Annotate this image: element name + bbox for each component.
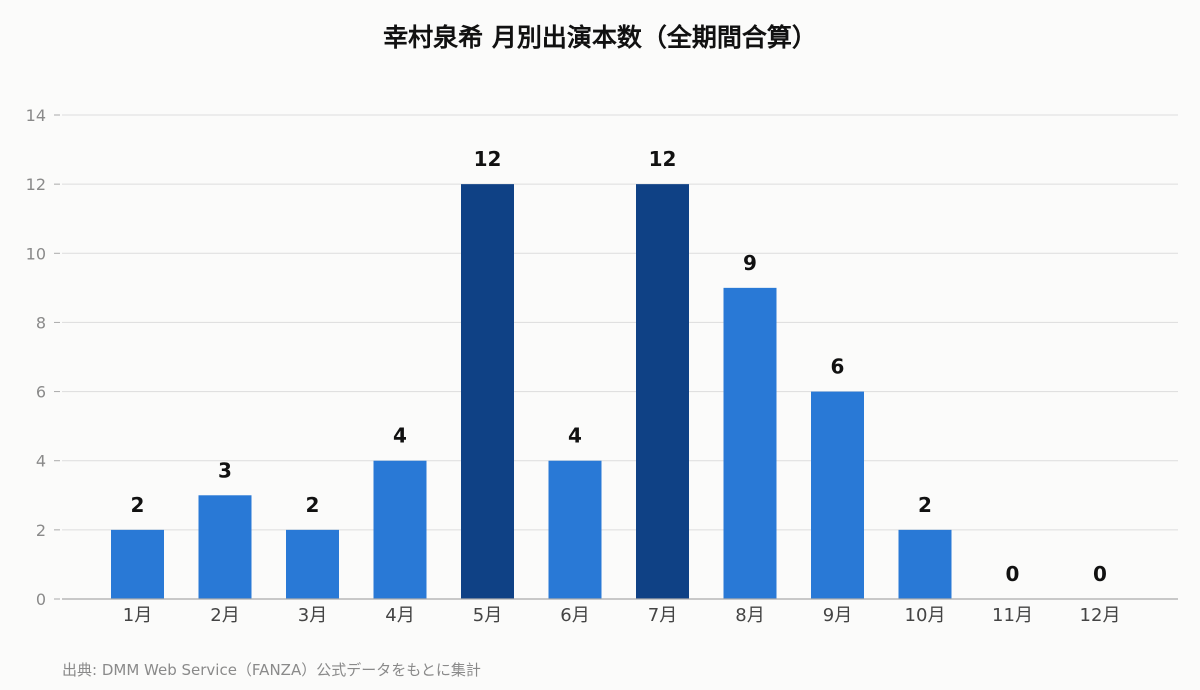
bar: [286, 529, 339, 599]
data-label: 9: [743, 251, 757, 275]
data-label: 3: [218, 458, 232, 482]
source-note: 出典: DMM Web Service（FANZA）公式データをもとに集計: [62, 661, 481, 679]
y-tick-label: 6: [36, 383, 46, 402]
x-tick-label: 1月: [123, 605, 152, 626]
bar: [548, 460, 602, 599]
x-tick-label: 9月: [823, 605, 852, 626]
y-tick-label: 10: [26, 244, 46, 263]
x-tick-label: 5月: [473, 605, 502, 626]
data-label: 4: [393, 424, 407, 448]
y-tick-label: 4: [36, 452, 46, 471]
data-label: 0: [1093, 562, 1107, 586]
bar: [461, 184, 514, 599]
x-tick-label: 10月: [905, 605, 946, 626]
bar: [198, 495, 252, 599]
y-tick-label: 14: [26, 106, 46, 125]
data-label: 6: [831, 355, 845, 379]
x-tick-label: 2月: [210, 605, 239, 626]
bar: [373, 460, 427, 599]
bar: [111, 529, 164, 599]
y-tick-label: 12: [26, 175, 46, 194]
data-label: 4: [568, 424, 582, 448]
y-tick-label: 0: [36, 590, 46, 609]
bar: [636, 184, 689, 599]
chart-title: 幸村泉希 月別出演本数（全期間合算）: [383, 23, 817, 52]
x-tick-label: 4月: [385, 605, 414, 626]
x-tick-label: 12月: [1080, 605, 1121, 626]
x-tick-label: 6月: [560, 605, 589, 626]
y-tick-label: 2: [36, 521, 46, 540]
data-label: 0: [1006, 562, 1020, 586]
data-label: 12: [474, 147, 502, 171]
x-tick-label: 8月: [735, 605, 764, 626]
bar: [898, 529, 952, 599]
data-label: 2: [918, 493, 932, 517]
bar: [811, 391, 864, 599]
x-tick-label: 3月: [298, 605, 327, 626]
data-label: 2: [131, 493, 145, 517]
data-label: 12: [649, 147, 677, 171]
x-tick-label: 11月: [992, 605, 1033, 626]
data-label: 2: [306, 493, 320, 517]
y-tick-label: 8: [36, 313, 46, 332]
bar: [723, 287, 777, 599]
x-tick-label: 7月: [648, 605, 677, 626]
